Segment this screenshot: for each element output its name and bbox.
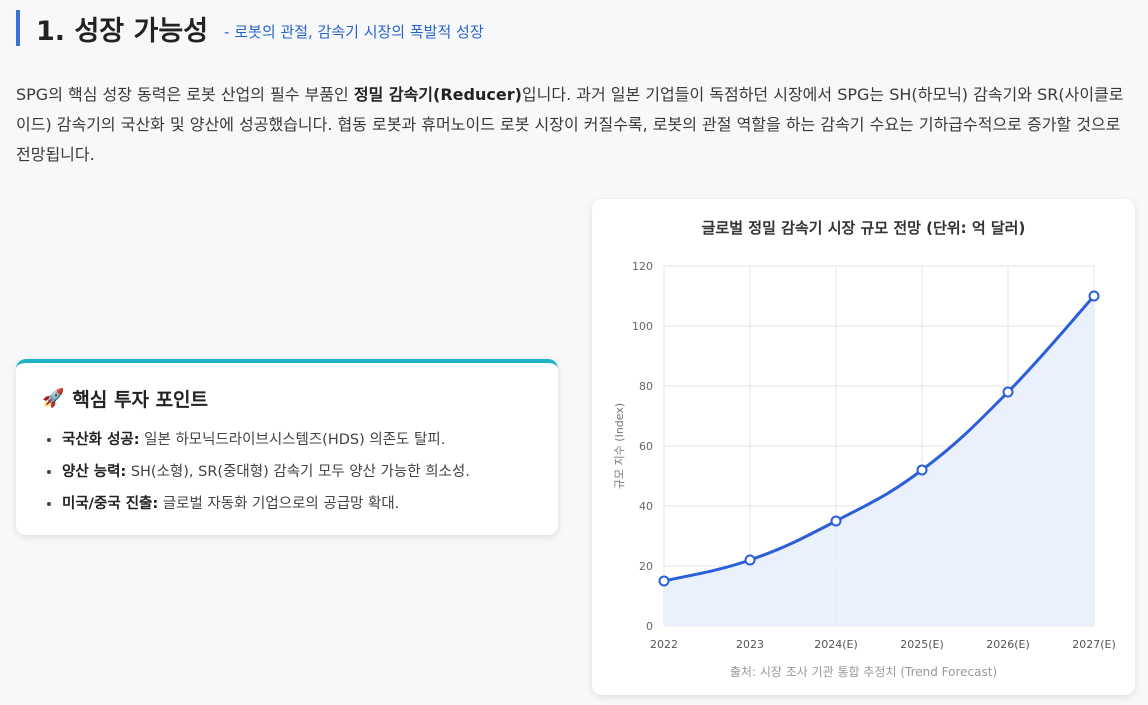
- y-tick-label: 60: [639, 440, 653, 453]
- x-tick-label: 2022: [650, 638, 678, 651]
- chart-source: 출처: 시장 조사 기관 통합 추정치 (Trend Forecast): [729, 665, 998, 679]
- point-label: 미국/중국 진출:: [62, 496, 159, 512]
- investment-title-text: 핵심 투자 포인트: [72, 389, 209, 411]
- point-text: 글로벌 자동화 기업으로의 공급망 확대.: [158, 496, 400, 512]
- area-fill: [664, 296, 1094, 626]
- list-item: 국산화 성공: 일본 하모닉드라이브시스템즈(HDS) 의존도 탈피.: [62, 424, 532, 456]
- point-label: 국산화 성공:: [62, 432, 140, 448]
- section-title: 1. 성장 가능성: [36, 15, 209, 47]
- point-text: SH(소형), SR(중대형) 감속기 모두 양산 가능한 희소성.: [126, 464, 470, 480]
- y-tick-label: 80: [639, 380, 653, 393]
- x-tick-label: 2025(E): [900, 638, 944, 651]
- list-item: 양산 능력: SH(소형), SR(중대형) 감속기 모두 양산 가능한 희소성…: [62, 456, 532, 488]
- investment-card-title: 🚀 핵심 투자 포인트: [42, 385, 532, 412]
- x-tick-label: 2023: [736, 638, 764, 651]
- intro-paragraph: SPG의 핵심 성장 동력은 로봇 산업의 필수 부품인 정밀 감속기(Redu…: [16, 80, 1136, 170]
- data-point: [744, 554, 756, 566]
- y-tick-label: 100: [632, 320, 653, 333]
- investment-points-card: 🚀 핵심 투자 포인트 국산화 성공: 일본 하모닉드라이브시스템즈(HDS) …: [16, 359, 558, 535]
- x-tick-label: 2027(E): [1072, 638, 1116, 651]
- point-text: 일본 하모닉드라이브시스템즈(HDS) 의존도 탈피.: [139, 432, 446, 448]
- market-chart-card: 글로벌 정밀 감속기 시장 규모 전망 (단위: 억 달러) 0 20 40 60 80…: [592, 199, 1135, 695]
- data-point: [1002, 386, 1014, 398]
- intro-text-2: 입니다. 과거 일본 기업들이 독점하던 시장에서 SPG는 SH(하모닉) 감…: [16, 85, 1124, 164]
- market-size-chart: 0 20 40 60 80 100 120 2022 2023 2024(E) 2025(E) 202…: [613, 260, 1116, 651]
- y-tick-label: 40: [639, 500, 653, 513]
- data-point: [916, 464, 928, 476]
- intro-highlight: 정밀 감속기(Reducer): [353, 85, 522, 104]
- chart-title: 글로벌 정밀 감속기 시장 규모 전망 (단위: 억 달러): [701, 219, 1026, 237]
- data-point: [658, 575, 670, 587]
- y-tick-label: 20: [639, 560, 653, 573]
- x-tick-label: 2026(E): [986, 638, 1030, 651]
- section-header: 1. 성장 가능성 - 로봇의 관절, 감속기 시장의 폭발적 성장: [16, 10, 484, 47]
- x-tick-label: 2024(E): [814, 638, 858, 651]
- y-tick-label: 120: [632, 260, 653, 273]
- investment-points-list: 국산화 성공: 일본 하모닉드라이브시스템즈(HDS) 의존도 탈피. 양산 능…: [42, 424, 532, 520]
- section-subtitle: - 로봇의 관절, 감속기 시장의 폭발적 성장: [224, 22, 484, 41]
- list-item: 미국/중국 진출: 글로벌 자동화 기업으로의 공급망 확대.: [62, 488, 532, 520]
- data-point: [1088, 290, 1100, 302]
- intro-text-1: SPG의 핵심 성장 동력은 로봇 산업의 필수 부품인: [16, 85, 354, 104]
- data-point: [830, 515, 842, 527]
- y-axis-label: 규모 지수 (Index): [613, 403, 626, 489]
- point-label: 양산 능력:: [62, 464, 127, 480]
- y-tick-label: 0: [646, 620, 653, 633]
- rocket-icon: 🚀: [42, 388, 65, 409]
